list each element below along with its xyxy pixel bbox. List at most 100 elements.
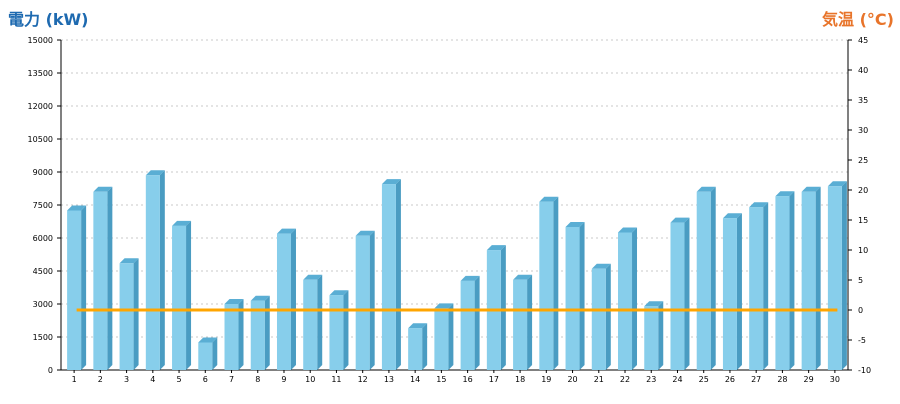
y-tick-label: 6000 — [33, 234, 53, 243]
bar-front — [434, 308, 449, 370]
y2-tick-label: 5 — [858, 276, 863, 285]
y2-tick-label: 45 — [858, 36, 868, 45]
bar-side — [343, 290, 349, 370]
x-tick-label: 23 — [646, 375, 656, 384]
x-tick-label: 9 — [281, 375, 286, 384]
x-tick-label: 8 — [255, 375, 260, 384]
bar-top — [749, 202, 769, 208]
bar-front — [172, 225, 187, 370]
bar-side — [317, 274, 323, 370]
bar-front — [381, 184, 396, 370]
x-tick-label: 3 — [124, 375, 129, 384]
bar-top — [775, 191, 795, 197]
y2-tick-label: 10 — [858, 246, 868, 255]
y-tick-label: 3000 — [33, 300, 53, 309]
bar — [250, 295, 270, 370]
bar-front — [801, 191, 816, 370]
bar — [67, 205, 87, 370]
bar-top — [618, 227, 638, 233]
bar — [434, 303, 454, 370]
bar-top — [591, 263, 611, 269]
bar-front — [145, 175, 160, 370]
y-tick-label: 12000 — [28, 102, 53, 111]
bar-top — [355, 230, 375, 236]
y2-tick-label: -5 — [858, 336, 866, 345]
bar-top — [198, 337, 218, 343]
bar-side — [841, 181, 847, 370]
x-tick-label: 29 — [804, 375, 814, 384]
bar-top — [434, 303, 454, 309]
bar — [801, 186, 821, 370]
x-tick-label: 27 — [751, 375, 761, 384]
bar-front — [827, 186, 842, 370]
x-tick-label: 5 — [177, 375, 182, 384]
bar-top — [827, 181, 847, 187]
bar-top — [460, 275, 480, 281]
bar-side — [422, 323, 428, 370]
y-tick-label: 13500 — [28, 69, 53, 78]
bar-top — [145, 170, 165, 176]
y2-tick-label: 30 — [858, 126, 868, 135]
bar-front — [303, 279, 318, 370]
bar-front — [119, 263, 134, 370]
bar — [303, 274, 323, 370]
bar-top — [696, 186, 716, 192]
x-tick-label: 18 — [515, 375, 525, 384]
bar-top — [408, 323, 428, 329]
bar-top — [670, 217, 690, 223]
x-tick-label: 13 — [384, 375, 394, 384]
x-tick-label: 28 — [777, 375, 787, 384]
bar-side — [448, 303, 454, 370]
bar-side — [290, 228, 296, 370]
left-axis-title: 電力 (kW) — [8, 10, 89, 29]
y-tick-label: 9000 — [33, 168, 53, 177]
y2-tick-label: -10 — [858, 366, 871, 375]
y2-tick-label: 35 — [858, 96, 868, 105]
y-tick-label: 7500 — [33, 201, 53, 210]
bar — [408, 323, 428, 370]
bar-top — [172, 220, 192, 226]
bar-side — [369, 230, 375, 370]
x-tick-label: 14 — [410, 375, 420, 384]
x-tick-label: 17 — [489, 375, 499, 384]
bar-front — [749, 207, 764, 370]
x-tick-label: 2 — [98, 375, 103, 384]
bar-side — [710, 186, 716, 370]
bar-side — [81, 205, 87, 370]
bar-side — [238, 299, 244, 370]
y2-tick-label: 25 — [858, 156, 868, 165]
bar-front — [775, 196, 790, 370]
y-tick-label: 4500 — [33, 267, 53, 276]
x-tick-label: 25 — [699, 375, 709, 384]
bar-side — [527, 274, 533, 370]
bar-top — [644, 301, 664, 307]
bar — [775, 191, 795, 370]
x-tick-label: 1 — [72, 375, 77, 384]
x-tick-label: 4 — [150, 375, 155, 384]
bar-front — [460, 280, 475, 370]
bar-top — [250, 295, 270, 301]
bar-side — [605, 263, 611, 370]
bar-top — [539, 196, 559, 202]
bar-front — [276, 233, 291, 370]
bar-front — [722, 218, 737, 370]
bar-front — [591, 268, 606, 370]
bar-front — [670, 222, 685, 370]
bar-top — [381, 179, 401, 185]
x-tick-label: 10 — [305, 375, 315, 384]
bar — [329, 290, 349, 370]
x-tick-label: 11 — [331, 375, 341, 384]
bar-front — [355, 235, 370, 370]
bar-side — [789, 191, 795, 370]
bar-front — [513, 279, 528, 370]
bar — [172, 220, 192, 370]
bar-front — [696, 191, 711, 370]
bar — [355, 230, 375, 370]
bar — [618, 227, 638, 370]
x-tick-label: 24 — [672, 375, 682, 384]
bar — [644, 301, 664, 370]
bar — [224, 299, 244, 370]
bar-front — [565, 227, 580, 370]
